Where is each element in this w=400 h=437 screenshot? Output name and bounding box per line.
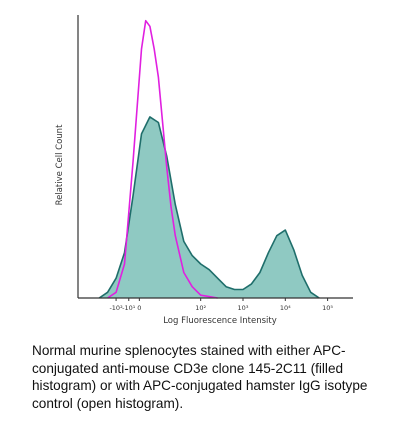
- series-2-line: [107, 19, 218, 299]
- x-tick-label-6: 10⁴: [280, 304, 291, 312]
- x-tick-label-7: 10⁵: [322, 304, 333, 312]
- series-1-fill: [99, 116, 320, 299]
- x-tick-label-5: 10³: [238, 304, 249, 312]
- x-tick-label-4: 10²: [195, 304, 206, 312]
- x-tick-label-2: -10¹: [122, 304, 136, 312]
- histogram-series: [98, 19, 320, 299]
- series-1-line: [98, 116, 320, 299]
- y-axis-label: Relative Cell Count: [55, 124, 65, 205]
- x-tick-label-3: 0: [137, 304, 141, 312]
- figure-caption: Normal murine splenocytes stained with e…: [32, 343, 368, 411]
- x-tick-label-1: -10²: [109, 304, 123, 312]
- histogram-chart: -10² -10¹ 0 10² 10³ 10⁴ 10⁵ Log Fluorescence I…: [55, 15, 353, 326]
- x-axis-label: Log Fluorescence Intensity: [163, 316, 277, 326]
- x-tick-group: -10² -10¹ 0 10² 10³ 10⁴ 10⁵: [109, 298, 333, 312]
